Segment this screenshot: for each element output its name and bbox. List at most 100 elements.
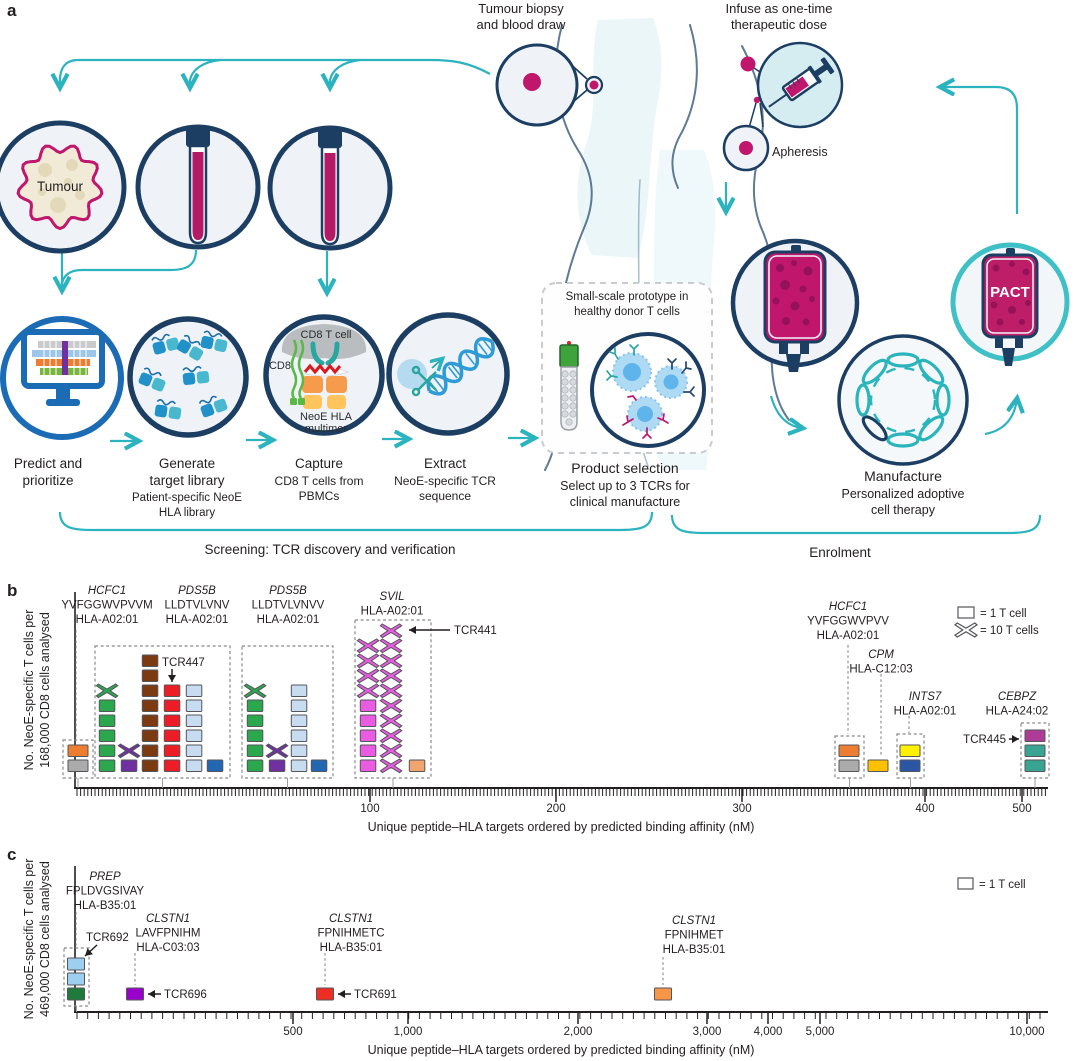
tcell-square bbox=[268, 759, 286, 772]
tcell-square bbox=[246, 759, 264, 772]
tcell-square bbox=[141, 744, 159, 757]
tcell-square bbox=[246, 699, 264, 712]
tcell-square bbox=[838, 744, 860, 757]
peptide-hla-label: HLA-C12:03 bbox=[849, 664, 912, 676]
peptide-hla-label: FPLDVGSIVAY bbox=[66, 886, 145, 898]
panel-b: b No. NeoE-specific T cells per 168,000 … bbox=[7, 581, 1050, 834]
tcell-x10-marker bbox=[379, 668, 403, 684]
gene-label: HCFC1 bbox=[829, 601, 867, 613]
tcell-square bbox=[67, 972, 85, 986]
tcell-square bbox=[98, 744, 116, 757]
tcell-x10-marker bbox=[117, 743, 141, 759]
legend-square-label: = 1 T cell bbox=[979, 879, 1026, 891]
tcell-square bbox=[290, 729, 308, 742]
generate-title-1: Generate bbox=[159, 456, 215, 471]
peptide-hla-label: LLDTVLVNVV bbox=[252, 600, 325, 612]
enrolment-bracket bbox=[670, 514, 1042, 535]
panel-c-ylabel-1: No. NeoE-specific T cells per bbox=[22, 859, 36, 1020]
infuse-detail bbox=[740, 41, 844, 129]
infuse-label-line2: therapeutic dose bbox=[731, 17, 827, 32]
apheresis-detail: Apheresis bbox=[722, 124, 828, 172]
peptide-hla-label: HLA-B35:01 bbox=[320, 942, 383, 954]
blood-tube-1-circle bbox=[135, 124, 261, 250]
dna-strand-segment bbox=[918, 358, 945, 385]
panel-a-letter: a bbox=[7, 1, 17, 20]
hla-library-icon bbox=[138, 330, 228, 420]
tcell-square bbox=[141, 654, 159, 667]
peptide-hla-label: HLA-A02:01 bbox=[76, 614, 139, 626]
x-axis-tick-label: 300 bbox=[732, 803, 751, 815]
panel-c-ylabel-2: 469,000 CD8 cells analysed bbox=[38, 861, 52, 1017]
pact-bag-icon: PACT bbox=[981, 248, 1039, 366]
peptide-hla-label: YVFGGWVPVVM bbox=[61, 600, 152, 612]
x-axis-tick-label: 500 bbox=[283, 1026, 302, 1038]
extract-title: Extract bbox=[424, 456, 466, 471]
tcr-label: TCR445 bbox=[963, 734, 1006, 746]
neoe-hla-molecule bbox=[176, 334, 204, 361]
gene-label: CLSTN1 bbox=[329, 913, 373, 925]
panel-b-letter: b bbox=[7, 581, 17, 600]
tcell-square bbox=[98, 714, 116, 727]
x-axis-tick-label: 200 bbox=[546, 803, 565, 815]
tcell-x10-marker bbox=[379, 653, 403, 669]
arrow-bag-manufacture bbox=[769, 395, 802, 428]
screening-label: Screening: TCR discovery and verificatio… bbox=[204, 542, 455, 557]
tcell-square bbox=[67, 957, 85, 971]
tcell-x10-marker bbox=[379, 743, 403, 759]
product-title: Product selection bbox=[571, 460, 678, 476]
target-group-box bbox=[241, 645, 334, 779]
peptide-hla-label: HLA-A24:02 bbox=[986, 706, 1049, 718]
panel-c: c No. NeoE-specific T cells per 469,000 … bbox=[7, 845, 1048, 1057]
tcell-square bbox=[206, 759, 224, 772]
product-selection: Small-scale prototype in healthy donor T… bbox=[541, 282, 713, 509]
gene-label: CLSTN1 bbox=[672, 915, 716, 927]
peptide-hla-label: HLA-B35:01 bbox=[74, 900, 137, 912]
tcell-square bbox=[126, 987, 144, 1001]
multimer-label-line2: multimer bbox=[305, 423, 348, 435]
tcell-square bbox=[141, 729, 159, 742]
peptide-hla-label: FPNIHMETC bbox=[317, 928, 384, 940]
pact-product: PACT bbox=[950, 242, 1070, 366]
tcell-x10-marker bbox=[379, 758, 403, 774]
product-sub-1: Select up to 3 TCRs for bbox=[560, 479, 690, 493]
tcr-label: TCR447 bbox=[162, 657, 205, 669]
tcell-square bbox=[246, 714, 264, 727]
neoe-hla-molecule bbox=[138, 367, 166, 392]
tcell-square bbox=[185, 729, 203, 742]
manufacture-sub-1: Personalized adoptive bbox=[842, 487, 965, 501]
gene-label: CPM bbox=[868, 649, 894, 661]
extract-sub-2: sequence bbox=[419, 489, 471, 503]
tcell-square bbox=[899, 759, 921, 772]
tcell-square bbox=[838, 759, 860, 772]
tcell-square bbox=[163, 759, 181, 772]
predict-title-2: prioritize bbox=[22, 473, 73, 488]
tcell-square bbox=[163, 714, 181, 727]
tumour-dot-icon bbox=[523, 73, 541, 91]
tcell-square bbox=[98, 699, 116, 712]
manufacture-title: Manufacture bbox=[864, 468, 942, 484]
arrow-to-tube1 bbox=[190, 58, 221, 87]
tcell-x10-marker bbox=[243, 683, 267, 699]
tcell-square bbox=[408, 759, 426, 772]
tcell-square bbox=[316, 987, 334, 1001]
legend-x10-label: = 10 T cells bbox=[980, 625, 1039, 637]
tcell-square bbox=[163, 729, 181, 742]
tcell-x10-marker bbox=[379, 623, 403, 639]
gene-label: CLSTN1 bbox=[146, 913, 190, 925]
tumour-icon bbox=[16, 144, 104, 231]
x-axis-tick-label: 10,000 bbox=[1009, 1026, 1044, 1038]
tcell-square bbox=[120, 759, 138, 772]
syringe-icon bbox=[768, 57, 835, 108]
dna-strand-segment bbox=[886, 352, 920, 368]
tcell-square bbox=[290, 714, 308, 727]
manufacture-sub-2: cell therapy bbox=[871, 503, 936, 517]
pbmc-tube-icon bbox=[559, 341, 579, 431]
panel-b-ylabel-2: 168,000 CD8 cells analysed bbox=[38, 612, 52, 768]
tcell-square bbox=[141, 714, 159, 727]
gene-label: PREP bbox=[89, 871, 121, 883]
product-sub-2: clinical manufacture bbox=[570, 495, 681, 509]
peptide-hla-label: YVFGGWVPVV bbox=[807, 616, 889, 628]
tcell-x10-marker bbox=[356, 668, 380, 684]
tcell-square bbox=[1024, 744, 1046, 757]
generate-sub-2: HLA library bbox=[159, 507, 215, 519]
